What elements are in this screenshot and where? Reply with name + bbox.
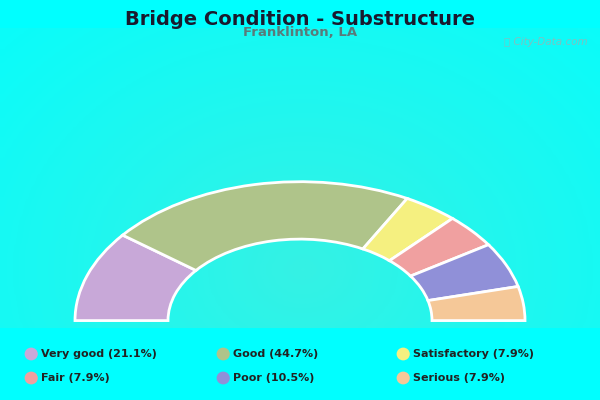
Text: ⓘ City-Data.com: ⓘ City-Data.com [505,37,588,47]
Wedge shape [389,218,488,276]
Text: Poor (10.5%): Poor (10.5%) [233,373,314,383]
Text: Satisfactory (7.9%): Satisfactory (7.9%) [413,349,534,359]
Text: Serious (7.9%): Serious (7.9%) [413,373,505,383]
Wedge shape [428,286,525,320]
Wedge shape [75,235,196,320]
Text: Fair (7.9%): Fair (7.9%) [41,373,110,383]
Wedge shape [410,245,518,300]
Wedge shape [363,198,452,261]
Text: Very good (21.1%): Very good (21.1%) [41,349,157,359]
Text: Good (44.7%): Good (44.7%) [233,349,318,359]
Wedge shape [122,182,407,270]
Text: Franklinton, LA: Franklinton, LA [243,26,357,39]
Text: Bridge Condition - Substructure: Bridge Condition - Substructure [125,10,475,29]
